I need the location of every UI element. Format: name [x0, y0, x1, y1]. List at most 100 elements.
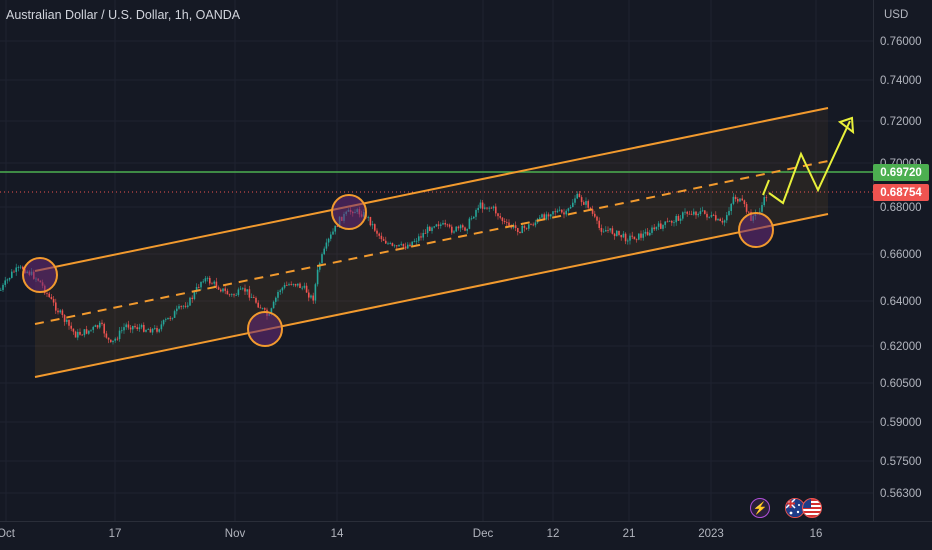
candle-body: [330, 234, 332, 239]
candle-body: [134, 325, 136, 328]
candle-body: [310, 295, 312, 298]
price-axis[interactable]: [873, 0, 932, 521]
candle-body: [233, 294, 235, 296]
candle-body: [541, 214, 543, 218]
candle-body: [407, 244, 409, 249]
candle-body: [0, 289, 2, 291]
time-tick: Dec: [472, 528, 494, 540]
time-tick: 17: [108, 528, 122, 540]
candle-body: [693, 211, 695, 215]
candle-body: [63, 315, 66, 322]
price-tick: 0.72000: [880, 116, 922, 128]
candle-body: [444, 223, 446, 225]
candle-body: [378, 233, 380, 236]
candle-body: [92, 326, 94, 330]
candle-body: [543, 214, 545, 220]
candle-body: [745, 204, 748, 212]
candle-body: [715, 215, 717, 221]
candle-body: [374, 224, 376, 231]
candle-body: [215, 281, 218, 288]
candle-body: [391, 243, 394, 246]
candle-body: [242, 288, 244, 290]
candle-body: [226, 290, 229, 295]
candle-body: [591, 209, 594, 214]
candle-body: [400, 243, 402, 245]
candle-body: [264, 308, 266, 310]
candle-body: [151, 328, 154, 333]
us-flag-icon[interactable]: [802, 498, 822, 518]
candle-body: [253, 297, 255, 298]
candle-body: [519, 232, 521, 234]
candle-body: [605, 230, 607, 232]
candle-body: [145, 329, 147, 332]
candle-body: [690, 213, 693, 215]
candle-body: [15, 267, 17, 272]
price-tick: 0.56300: [880, 488, 922, 500]
candle-body: [726, 215, 728, 221]
candle-body: [6, 279, 9, 281]
candle-body: [550, 214, 552, 217]
candle-body: [655, 226, 658, 230]
currency-label[interactable]: USD: [884, 9, 909, 21]
candle-body: [270, 308, 273, 315]
candle-body: [77, 331, 79, 338]
candle-body: [409, 244, 411, 247]
candle-body: [587, 201, 589, 208]
candle-body: [576, 193, 578, 199]
candle-body: [198, 286, 200, 288]
candle-body: [737, 199, 739, 202]
candle-body: [167, 317, 169, 320]
candle-body: [616, 230, 618, 237]
price-tick: 0.57500: [880, 456, 922, 468]
candle-body: [629, 235, 631, 241]
candle-body: [74, 331, 77, 338]
candle-body: [165, 319, 167, 321]
candle-body: [385, 240, 387, 244]
candle-body: [88, 330, 90, 334]
flash-icon[interactable]: ⚡: [750, 498, 770, 518]
candle-body: [684, 211, 686, 213]
candle-body: [466, 228, 468, 231]
price-chart[interactable]: [0, 0, 873, 521]
candle-body: [85, 329, 88, 334]
candle-body: [506, 221, 508, 223]
candle-body: [651, 227, 653, 233]
candle-body: [435, 224, 438, 227]
candle-body: [288, 284, 290, 286]
candle-body: [250, 297, 253, 298]
channel-lower-line: [34, 213, 829, 378]
candle-body: [334, 225, 336, 232]
candle-body: [290, 284, 292, 285]
candle-body: [732, 196, 735, 204]
candle-body: [149, 329, 152, 333]
candle-body: [701, 210, 704, 212]
price-tick: 0.76000: [880, 36, 922, 48]
candle-body: [99, 322, 101, 328]
candle-body: [442, 223, 444, 225]
candle-body: [499, 216, 501, 218]
candle-body: [255, 297, 257, 303]
candle-body: [138, 327, 141, 330]
candle-body: [184, 305, 187, 307]
candle-body: [514, 225, 517, 229]
time-axis[interactable]: [0, 521, 932, 550]
candle-body: [48, 293, 50, 297]
candle-body: [644, 231, 647, 234]
candle-body: [459, 225, 462, 229]
candle-body: [193, 291, 196, 300]
candle-body: [189, 297, 191, 306]
candle-body: [147, 329, 149, 330]
candle-body: [57, 310, 59, 313]
price-tick: 0.66000: [880, 249, 922, 261]
candle-body: [4, 280, 6, 285]
candle-body: [182, 305, 185, 307]
candle-body: [244, 288, 246, 292]
candle-body: [211, 283, 213, 285]
candle-body: [367, 216, 369, 218]
candle-body: [479, 202, 482, 208]
candle-body: [613, 233, 616, 237]
candle-body: [585, 201, 587, 205]
candle-body: [697, 214, 699, 216]
candle-body: [457, 226, 460, 229]
